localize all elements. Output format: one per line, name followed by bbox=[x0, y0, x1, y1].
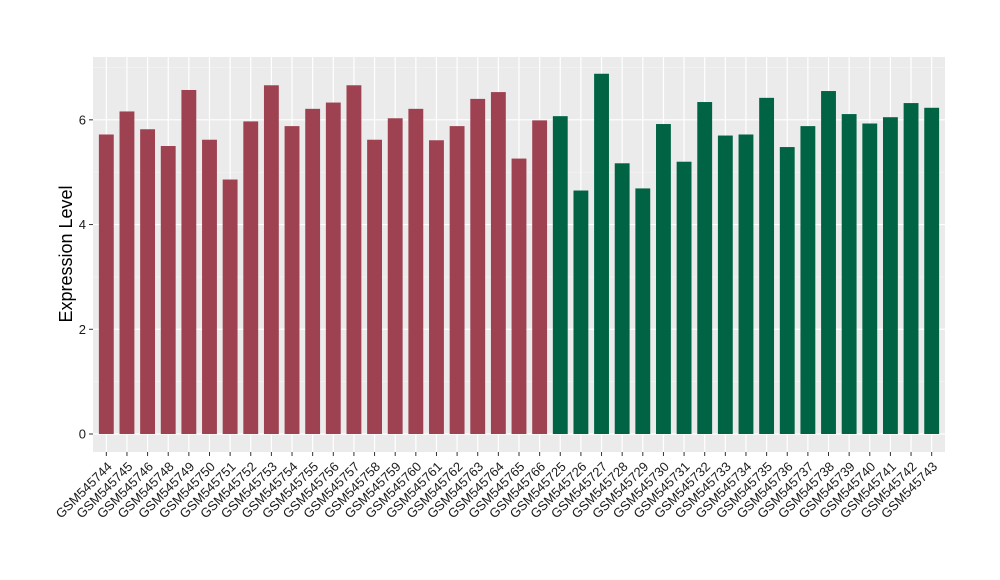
bar-GSM545759 bbox=[387, 118, 403, 434]
bar-GSM545729 bbox=[635, 188, 651, 434]
x-axis: GSM545744GSM545745GSM545746GSM545748GSM5… bbox=[53, 452, 940, 521]
bar-GSM545755 bbox=[305, 108, 321, 435]
y-tick-label: 0 bbox=[79, 427, 86, 442]
bar-GSM545743 bbox=[924, 107, 940, 434]
bar-GSM545725 bbox=[552, 116, 568, 434]
y-axis-title: Expression Level bbox=[56, 185, 76, 322]
y-tick-label: 4 bbox=[79, 217, 86, 232]
bar-GSM545742 bbox=[903, 103, 919, 435]
bar-GSM545751 bbox=[222, 179, 238, 434]
bars bbox=[98, 73, 940, 435]
bar-GSM545766 bbox=[532, 120, 548, 435]
bar-GSM545730 bbox=[656, 124, 671, 435]
bar-GSM545732 bbox=[697, 102, 713, 435]
bar-GSM545763 bbox=[470, 98, 486, 434]
bar-GSM545764 bbox=[490, 92, 506, 435]
bar-GSM545748 bbox=[160, 146, 176, 434]
bar-GSM545756 bbox=[325, 102, 341, 434]
bar-GSM545745 bbox=[119, 111, 135, 434]
bar-GSM545726 bbox=[573, 190, 589, 434]
bar-GSM545744 bbox=[98, 134, 114, 434]
bar-GSM545761 bbox=[429, 140, 444, 435]
bar-GSM545739 bbox=[841, 114, 857, 434]
bar-GSM545731 bbox=[676, 161, 692, 434]
bar-GSM545734 bbox=[738, 134, 754, 434]
bar-GSM545737 bbox=[800, 126, 816, 434]
y-axis: 0 2 4 6 bbox=[79, 112, 93, 442]
bar-GSM545758 bbox=[367, 139, 382, 434]
bar-GSM545757 bbox=[346, 85, 362, 435]
bar-GSM545749 bbox=[181, 89, 197, 435]
bar-GSM545738 bbox=[821, 91, 836, 434]
bar-GSM545753 bbox=[263, 85, 279, 435]
bar-GSM545765 bbox=[511, 158, 527, 434]
bar-GSM545728 bbox=[614, 163, 630, 434]
bar-GSM545727 bbox=[594, 73, 609, 434]
bar-GSM545736 bbox=[779, 147, 795, 435]
bar-GSM545746 bbox=[140, 129, 156, 434]
bar-GSM545760 bbox=[408, 108, 424, 435]
bar-GSM545752 bbox=[243, 121, 259, 434]
y-tick-label: 2 bbox=[79, 322, 86, 337]
bar-GSM545740 bbox=[862, 123, 878, 435]
bar-GSM545750 bbox=[202, 139, 217, 434]
y-tick-label: 6 bbox=[79, 112, 86, 127]
bar-GSM545754 bbox=[284, 126, 300, 434]
bar-GSM545741 bbox=[882, 117, 898, 435]
bar-GSM545733 bbox=[717, 135, 733, 434]
bar-GSM545762 bbox=[449, 126, 465, 434]
bar-GSM545735 bbox=[759, 97, 775, 434]
